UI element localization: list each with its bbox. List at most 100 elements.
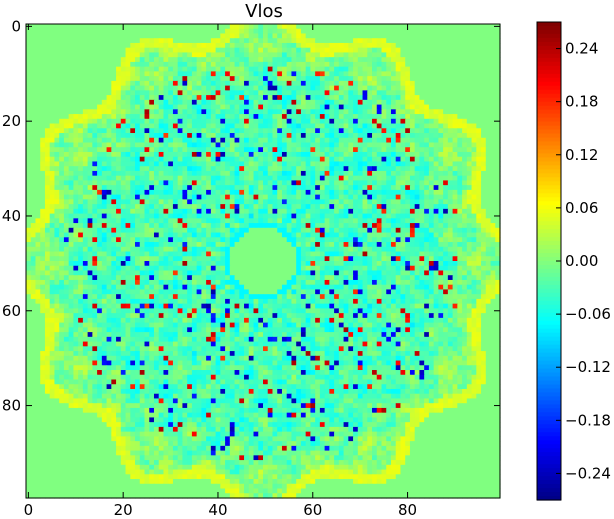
heatmap-cell bbox=[362, 76, 368, 82]
heatmap-cell bbox=[139, 161, 146, 167]
heatmap-cell bbox=[87, 71, 93, 77]
heatmap-cell bbox=[106, 218, 112, 224]
heatmap-cell bbox=[485, 185, 492, 191]
heatmap-cell bbox=[338, 175, 345, 182]
heatmap-cell bbox=[30, 114, 37, 120]
heatmap-cell bbox=[172, 194, 179, 200]
heatmap-cell bbox=[258, 47, 264, 54]
heatmap-cell bbox=[139, 251, 146, 257]
heatmap-cell bbox=[476, 232, 482, 238]
heatmap-cell bbox=[191, 123, 198, 129]
heatmap-cell bbox=[49, 246, 56, 253]
heatmap-cell bbox=[372, 99, 378, 106]
heatmap-cell bbox=[485, 175, 492, 182]
heatmap-cell bbox=[286, 80, 293, 87]
heatmap-cell bbox=[144, 42, 150, 49]
heatmap-cell bbox=[457, 237, 463, 243]
heatmap-cell bbox=[296, 85, 302, 91]
heatmap-cell bbox=[168, 180, 174, 186]
heatmap-cell bbox=[447, 208, 454, 215]
heatmap-cell bbox=[414, 227, 421, 234]
heatmap-cell bbox=[158, 180, 165, 186]
heatmap-cell bbox=[438, 189, 444, 196]
heatmap-cell bbox=[182, 47, 188, 54]
heatmap-cell bbox=[191, 227, 198, 234]
heatmap-cell bbox=[291, 147, 297, 153]
heatmap-cell bbox=[111, 208, 117, 215]
heatmap-cell bbox=[163, 128, 169, 134]
heatmap-cell bbox=[187, 194, 193, 200]
heatmap-cell bbox=[78, 123, 84, 129]
heatmap-cell bbox=[82, 133, 89, 139]
heatmap-cell bbox=[353, 151, 359, 158]
heatmap-cell bbox=[82, 256, 89, 262]
heatmap-cell bbox=[495, 242, 501, 248]
heatmap-cell bbox=[248, 161, 255, 167]
heatmap-cell bbox=[386, 151, 392, 158]
heatmap-cell bbox=[376, 76, 383, 82]
heatmap-cell bbox=[348, 109, 354, 115]
heatmap-cell bbox=[310, 256, 316, 262]
heatmap-cell bbox=[206, 109, 212, 115]
heatmap-cell bbox=[481, 95, 487, 101]
heatmap-cell bbox=[87, 104, 93, 110]
heatmap-cell bbox=[372, 38, 378, 44]
heatmap-cell bbox=[462, 161, 468, 167]
heatmap-cell bbox=[476, 237, 482, 243]
heatmap-cell bbox=[414, 95, 421, 101]
heatmap-cell bbox=[201, 66, 207, 72]
heatmap-cell bbox=[191, 256, 198, 262]
heatmap-cell bbox=[267, 166, 274, 172]
heatmap-cell bbox=[372, 156, 378, 163]
heatmap-cell bbox=[315, 170, 321, 177]
heatmap-cell bbox=[87, 194, 93, 200]
heatmap-cell bbox=[414, 180, 421, 186]
heatmap-cell bbox=[428, 61, 435, 68]
heatmap-cell bbox=[462, 38, 468, 44]
heatmap-cell bbox=[149, 180, 155, 186]
heatmap-cell bbox=[386, 42, 392, 49]
heatmap-cell bbox=[97, 199, 103, 205]
heatmap-cell bbox=[44, 33, 51, 39]
heatmap-cell bbox=[35, 71, 41, 77]
heatmap-cell bbox=[26, 99, 32, 106]
heatmap-cell bbox=[315, 99, 321, 106]
heatmap-cell bbox=[296, 180, 302, 186]
heatmap-cell bbox=[225, 42, 231, 49]
heatmap-cell bbox=[348, 223, 354, 229]
heatmap-cell bbox=[338, 24, 345, 30]
heatmap-cell bbox=[376, 104, 383, 110]
heatmap-cell bbox=[305, 161, 311, 167]
heatmap-cell bbox=[111, 232, 117, 238]
heatmap-cell bbox=[78, 71, 84, 77]
heatmap-cell bbox=[324, 147, 330, 153]
heatmap-cell bbox=[409, 47, 416, 54]
heatmap-cell bbox=[101, 166, 108, 172]
heatmap-cell bbox=[277, 28, 283, 35]
heatmap-cell bbox=[111, 118, 117, 125]
heatmap-cell bbox=[244, 237, 250, 243]
heatmap-cell bbox=[73, 66, 79, 72]
heatmap-cell bbox=[168, 199, 174, 205]
heatmap-cell bbox=[210, 213, 217, 219]
heatmap-cell bbox=[419, 142, 425, 148]
heatmap-cell bbox=[481, 156, 487, 163]
heatmap-cell bbox=[381, 133, 387, 139]
heatmap-cell bbox=[135, 151, 141, 158]
heatmap-cell bbox=[405, 99, 411, 106]
heatmap-cell bbox=[130, 38, 136, 44]
heatmap-cell bbox=[481, 123, 487, 129]
heatmap-cell bbox=[220, 223, 226, 229]
heatmap-cell bbox=[414, 223, 421, 229]
heatmap-cell bbox=[443, 57, 449, 63]
heatmap-cell bbox=[168, 61, 174, 68]
heatmap-cell bbox=[376, 61, 383, 68]
heatmap-cell bbox=[225, 38, 231, 44]
heatmap-cell bbox=[78, 28, 84, 35]
heatmap-cell bbox=[272, 237, 278, 243]
heatmap-cell bbox=[405, 256, 411, 262]
heatmap-cell bbox=[462, 42, 468, 49]
heatmap-cell bbox=[92, 42, 98, 49]
heatmap-cell bbox=[111, 47, 117, 54]
heatmap-cell bbox=[462, 166, 468, 172]
